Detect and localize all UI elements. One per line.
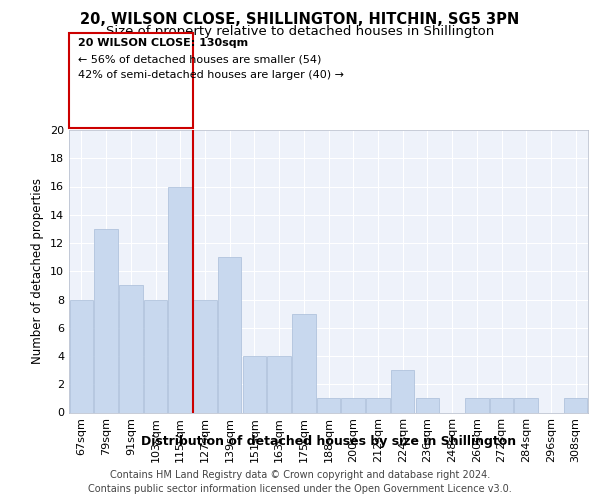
Text: Contains public sector information licensed under the Open Government Licence v3: Contains public sector information licen… (88, 484, 512, 494)
Bar (317, 398, 340, 412)
Text: 20, WILSON CLOSE, SHILLINGTON, HITCHIN, SG5 3PN: 20, WILSON CLOSE, SHILLINGTON, HITCHIN, … (80, 12, 520, 28)
Text: Contains HM Land Registry data © Crown copyright and database right 2024.: Contains HM Land Registry data © Crown c… (110, 470, 490, 480)
Bar (144, 300, 167, 412)
Text: Distribution of detached houses by size in Shillington: Distribution of detached houses by size … (141, 435, 517, 448)
Bar (268, 356, 291, 412)
Bar (514, 398, 538, 412)
Bar (490, 398, 513, 412)
Bar (242, 356, 266, 412)
Bar (193, 300, 217, 412)
Bar (218, 257, 241, 412)
Bar (94, 229, 118, 412)
Bar (416, 398, 439, 412)
Bar (169, 186, 192, 412)
Bar (119, 286, 143, 412)
Text: 20 WILSON CLOSE: 130sqm: 20 WILSON CLOSE: 130sqm (78, 38, 248, 48)
Bar (70, 300, 93, 412)
Bar (292, 314, 316, 412)
Bar (366, 398, 389, 412)
Text: Size of property relative to detached houses in Shillington: Size of property relative to detached ho… (106, 25, 494, 38)
Text: 42% of semi-detached houses are larger (40) →: 42% of semi-detached houses are larger (… (78, 70, 344, 80)
Y-axis label: Number of detached properties: Number of detached properties (31, 178, 44, 364)
Bar (391, 370, 415, 412)
Bar (341, 398, 365, 412)
Bar (564, 398, 587, 412)
Text: ← 56% of detached houses are smaller (54): ← 56% of detached houses are smaller (54… (78, 54, 322, 64)
Bar (465, 398, 488, 412)
